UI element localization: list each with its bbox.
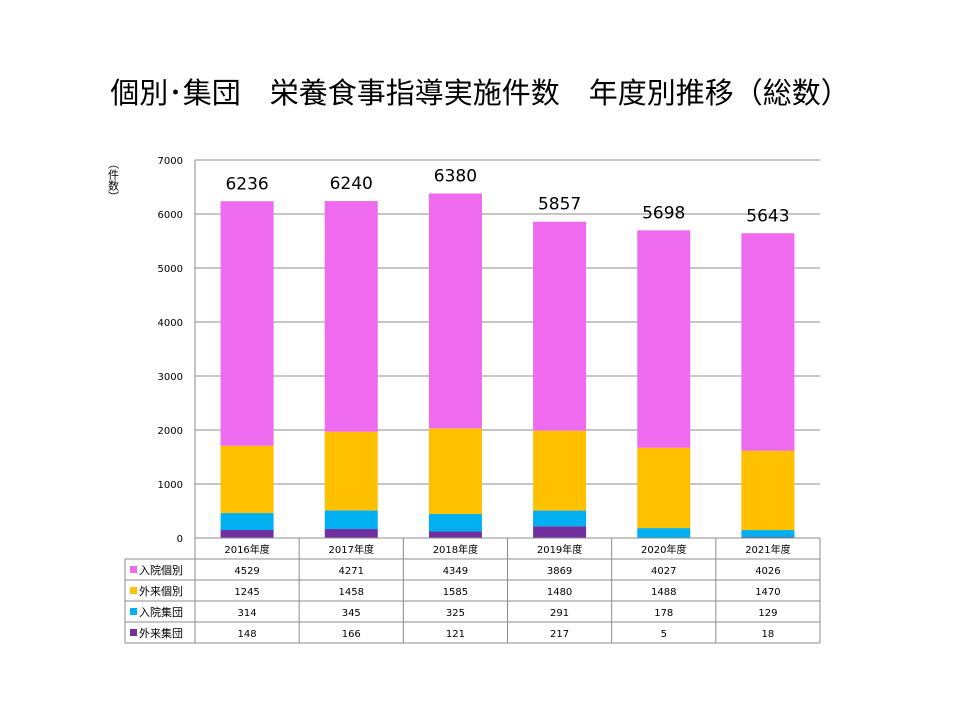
total-label-2017年度: 6240: [330, 174, 373, 194]
bar-入院集団-2017年度: [324, 510, 378, 530]
bar-入院個別-2020年度: [637, 230, 691, 448]
x-tick-label-2021年度: 2021年度: [745, 543, 790, 556]
bar-外来個別-2019年度: [533, 430, 587, 511]
legend-swatch-外来個別: [130, 587, 137, 594]
table-cell-入院集団-2016年度: 314: [238, 608, 257, 619]
y-tick-label-1000: 1000: [158, 480, 183, 491]
bar-外来個別-2020年度: [637, 447, 691, 529]
table-cell-外来個別-2018年度: 1585: [443, 587, 468, 598]
table-cell-入院集団-2020年度: 178: [654, 608, 673, 619]
total-label-2018年度: 6380: [434, 166, 477, 186]
table-cell-入院集団-2019年度: 291: [550, 608, 569, 619]
legend-swatch-外来集団: [130, 629, 137, 636]
bar-入院個別-2018年度: [428, 193, 482, 429]
chart-title: 個別･集団 栄養食事指導実施件数 年度別推移（総数）: [110, 76, 850, 110]
total-label-2021年度: 5643: [746, 206, 789, 226]
table-cell-外来集団-2016年度: 148: [238, 629, 257, 640]
legend-swatch-入院集団: [130, 608, 137, 615]
table-cell-外来個別-2016年度: 1245: [234, 587, 259, 598]
table-cell-外来集団-2017年度: 166: [342, 629, 361, 640]
y-tick-label-4000: 4000: [158, 318, 183, 329]
table-cell-外来集団-2020年度: 5: [661, 629, 667, 640]
bar-入院集団-2018年度: [428, 513, 482, 532]
table-cell-入院個別-2016年度: 4529: [234, 566, 259, 577]
table-cell-外来個別-2017年度: 1458: [339, 587, 364, 598]
bar-外来個別-2016年度: [220, 445, 274, 514]
y-tick-label-2000: 2000: [158, 426, 183, 437]
legend-label-入院集団: 入院集団: [139, 605, 183, 619]
legend-label-外来集団: 外来集団: [139, 626, 183, 640]
total-label-2019年度: 5857: [538, 195, 581, 215]
legend-label-入院個別: 入院個別: [139, 563, 183, 577]
legend-label-外来個別: 外来個別: [139, 585, 183, 598]
bar-入院集団-2021年度: [741, 530, 795, 538]
table-cell-入院個別-2018年度: 4349: [443, 566, 468, 577]
bar-外来集団-2017年度: [324, 529, 378, 538]
bar-外来集団-2018年度: [428, 531, 482, 538]
table-cell-外来集団-2018年度: 121: [446, 629, 465, 640]
table-cell-外来集団-2019年度: 217: [550, 629, 569, 640]
table-cell-外来集団-2021年度: 18: [762, 629, 775, 640]
total-label-2020年度: 5698: [642, 203, 685, 223]
table-cell-外来個別-2019年度: 1480: [547, 587, 572, 598]
bar-外来個別-2018年度: [428, 428, 482, 514]
bar-入院個別-2016年度: [220, 201, 274, 446]
x-tick-label-2020年度: 2020年度: [641, 543, 686, 556]
total-label-2016年度: 6236: [225, 174, 268, 194]
y-tick-label-0: 0: [177, 534, 183, 545]
bar-入院個別-2019年度: [533, 221, 587, 431]
table-cell-入院個別-2021年度: 4026: [755, 566, 780, 577]
x-tick-label-2016年度: 2016年度: [224, 543, 269, 556]
table-cell-入院個別-2020年度: 4027: [651, 566, 676, 577]
x-tick-label-2019年度: 2019年度: [537, 543, 582, 556]
table-cell-外来個別-2020年度: 1488: [651, 587, 676, 598]
table-cell-入院集団-2017年度: 345: [342, 608, 361, 619]
table-cell-入院個別-2019年度: 3869: [547, 566, 572, 577]
y-axis-label: （件数）: [107, 158, 120, 202]
bar-外来集団-2016年度: [220, 530, 274, 538]
x-tick-label-2017年度: 2017年度: [329, 543, 374, 556]
y-tick-label-7000: 7000: [158, 156, 183, 167]
bar-入院個別-2021年度: [741, 233, 795, 451]
table-cell-入院集団-2021年度: 129: [758, 608, 777, 619]
bar-入院集団-2016年度: [220, 513, 274, 531]
bar-外来個別-2017年度: [324, 431, 378, 511]
bar-入院集団-2019年度: [533, 510, 587, 527]
y-tick-label-5000: 5000: [158, 264, 183, 275]
x-tick-label-2018年度: 2018年度: [433, 543, 478, 556]
y-tick-label-3000: 3000: [158, 372, 183, 383]
y-tick-label-6000: 6000: [158, 210, 183, 221]
bar-外来個別-2021年度: [741, 450, 795, 531]
table-cell-入院個別-2017年度: 4271: [339, 566, 364, 577]
bar-入院集団-2020年度: [637, 528, 691, 538]
legend-swatch-入院個別: [130, 566, 137, 573]
bar-外来集団-2019年度: [533, 526, 587, 538]
bar-入院個別-2017年度: [324, 201, 378, 432]
table-cell-入院集団-2018年度: 325: [446, 608, 465, 619]
table-cell-外来個別-2021年度: 1470: [755, 587, 780, 598]
